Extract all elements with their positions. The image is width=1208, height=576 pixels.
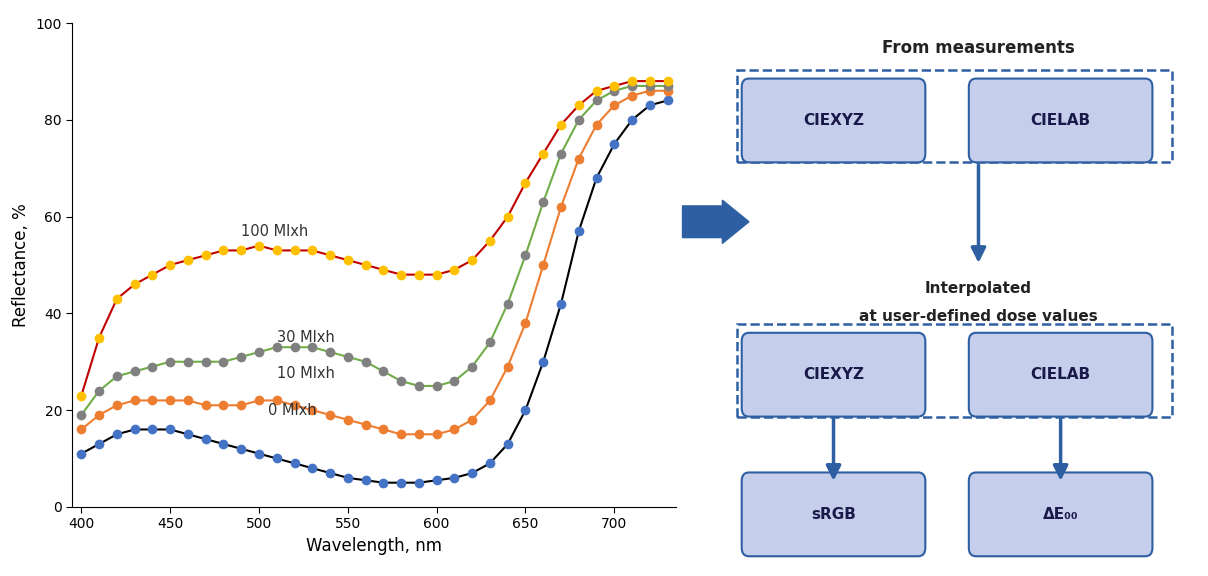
Text: 10 Mlxh: 10 Mlxh	[277, 366, 335, 381]
Text: Interpolated: Interpolated	[925, 281, 1032, 295]
Text: 30 Mlxh: 30 Mlxh	[277, 330, 335, 345]
FancyBboxPatch shape	[742, 78, 925, 162]
Text: From measurements: From measurements	[882, 39, 1075, 57]
X-axis label: Wavelength, nm: Wavelength, nm	[307, 537, 442, 555]
FancyBboxPatch shape	[969, 333, 1152, 416]
FancyBboxPatch shape	[742, 333, 925, 416]
FancyBboxPatch shape	[969, 78, 1152, 162]
Text: sRGB: sRGB	[811, 507, 856, 522]
FancyBboxPatch shape	[969, 472, 1152, 556]
Text: CIELAB: CIELAB	[1030, 367, 1091, 382]
Text: CIEXYZ: CIEXYZ	[803, 113, 864, 128]
Text: CIELAB: CIELAB	[1030, 113, 1091, 128]
Text: ΔE₀₀: ΔE₀₀	[1043, 507, 1079, 522]
Text: CIEXYZ: CIEXYZ	[803, 367, 864, 382]
Text: 100 Mlxh: 100 Mlxh	[242, 223, 308, 238]
Text: at user-defined dose values: at user-defined dose values	[859, 309, 1098, 324]
FancyBboxPatch shape	[742, 472, 925, 556]
Y-axis label: Reflectance, %: Reflectance, %	[12, 203, 30, 327]
Text: 0 Mlxh: 0 Mlxh	[268, 403, 316, 418]
